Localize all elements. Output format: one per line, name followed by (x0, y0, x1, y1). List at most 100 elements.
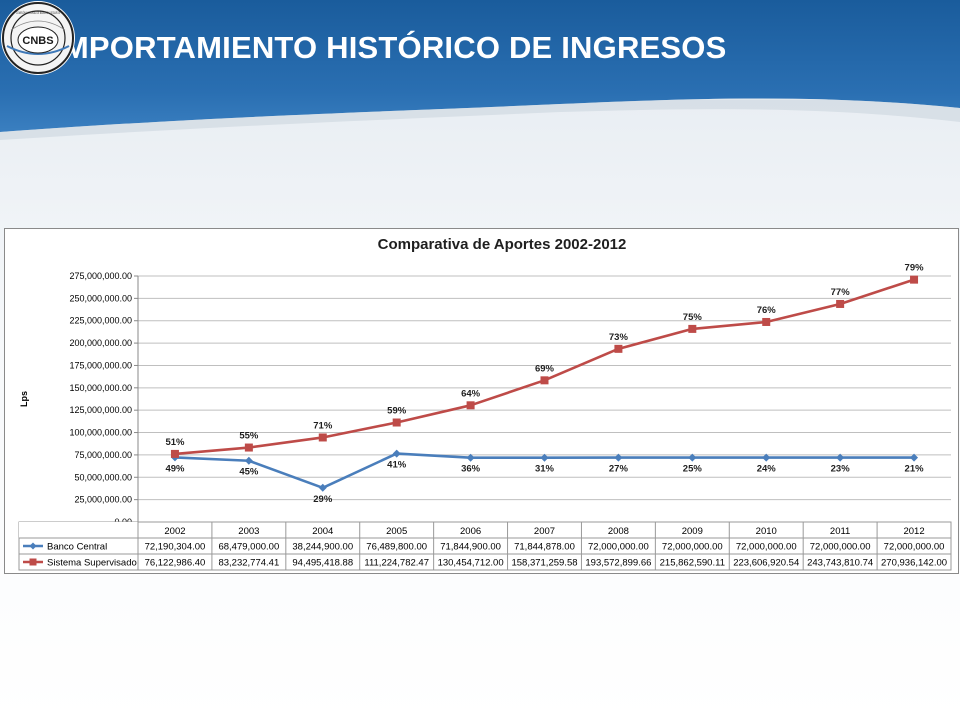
data-point (910, 275, 919, 284)
gridlines (134, 275, 951, 523)
line-chart: Comparativa de Aportes 2002-2012 Lps 0.0… (18, 236, 952, 571)
x-category-label: 2009 (682, 526, 703, 537)
cnbs-seal-icon: CNBS COMISIÓN NACIONAL DE BANCOS Y SEGUR… (1, 1, 75, 75)
x-category-label: 2010 (756, 526, 777, 537)
y-tick-label: 225,000,000.00 (69, 316, 132, 326)
table-cell-value: 38,244,900.00 (292, 542, 353, 553)
data-label: 41% (387, 460, 407, 471)
y-tick-label: 250,000,000.00 (69, 293, 132, 303)
x-category-label: 2003 (238, 526, 259, 537)
logo-text: CNBS (22, 35, 53, 47)
table-cell-value: 72,000,000.00 (588, 542, 649, 553)
table-corner (19, 522, 138, 538)
table-cell-value: 111,224,782.47 (364, 558, 429, 569)
data-label: 75% (683, 312, 703, 323)
y-tick-label: 75,000,000.00 (74, 450, 132, 460)
table-cell-value: 72,190,304.00 (145, 542, 206, 553)
table-cell-value: 130,454,712.00 (438, 558, 504, 569)
data-label: 64% (461, 388, 481, 399)
data-point (466, 401, 475, 410)
x-category-label: 2002 (164, 526, 185, 537)
series-lines (170, 275, 919, 492)
y-tick-label: 50,000,000.00 (74, 472, 132, 482)
table-cell-value: 215,862,590.11 (660, 558, 725, 569)
chart-title: Comparativa de Aportes 2002-2012 (378, 236, 627, 253)
data-point (688, 324, 697, 333)
y-tick-label: 150,000,000.00 (69, 383, 132, 393)
table-cell-value: 68,479,000.00 (218, 542, 279, 553)
data-label: 31% (535, 464, 555, 475)
legend-marker (29, 558, 37, 566)
data-label: 27% (609, 464, 629, 475)
data-labels: 49% 45% 29% 41% 36% 31% 27% 25% 24% 23% 21% 51% 55% 7… (165, 263, 924, 505)
data-point (762, 453, 771, 462)
data-label: 21% (905, 464, 925, 475)
header-banner: COMPORTAMIENTO HISTÓRICO DE INGRESOS CNB… (0, 0, 960, 140)
x-category-label: 2012 (903, 526, 924, 537)
data-label: 77% (831, 287, 851, 298)
x-category-label: 2011 (830, 526, 850, 537)
data-label: 45% (239, 467, 259, 478)
data-point (392, 449, 401, 458)
data-point (244, 456, 253, 465)
data-label: 25% (683, 464, 703, 475)
y-tick-label: 125,000,000.00 (69, 405, 132, 415)
data-label: 73% (609, 332, 629, 343)
data-point (762, 317, 771, 326)
legend-marker (29, 542, 37, 550)
table-cell-value: 193,572,899.66 (585, 558, 651, 569)
y-tick-labels: 0.0025,000,000.0050,000,000.0075,000,000… (69, 271, 132, 527)
data-point (614, 344, 623, 353)
header-wave (0, 0, 960, 140)
data-label: 71% (313, 420, 333, 431)
table-cell-value: 94,495,418.88 (292, 558, 353, 569)
data-label: 36% (461, 464, 481, 475)
x-category-label: 2008 (608, 526, 629, 537)
table-border (18, 521, 952, 571)
data-point (836, 299, 845, 308)
data-point (244, 443, 253, 452)
data-point (540, 376, 549, 385)
data-label: 51% (165, 437, 185, 448)
data-point (466, 453, 475, 462)
x-category-label: 2004 (312, 526, 333, 537)
data-label: 76% (757, 305, 777, 316)
data-label: 79% (905, 263, 925, 274)
table-cell-value: 243,743,810.74 (807, 558, 873, 569)
data-point (688, 453, 697, 462)
data-label: 55% (239, 431, 259, 442)
y-axis-label: Lps (19, 391, 29, 407)
data-point (910, 453, 919, 462)
data-label: 24% (757, 464, 777, 475)
data-point (836, 453, 845, 462)
table-cell-value: 83,232,774.41 (218, 558, 279, 569)
legend-series-name: Banco Central (47, 542, 107, 553)
data-point (392, 418, 401, 427)
y-tick-label: 25,000,000.00 (74, 495, 132, 505)
y-tick-label: 175,000,000.00 (69, 360, 132, 370)
table-cell-value: 72,000,000.00 (736, 542, 797, 553)
data-label: 23% (831, 464, 851, 475)
legend-series-name: Sistema Supervisado (47, 558, 137, 569)
table-cell-value: 71,844,900.00 (440, 542, 501, 553)
data-table: 2002 2003 2004 2005 2006 2007 2008 2009 2010 2011… (18, 521, 952, 571)
data-label: 69% (535, 363, 555, 374)
data-label: 29% (313, 494, 333, 505)
page-title: COMPORTAMIENTO HISTÓRICO DE INGRESOS (16, 30, 727, 65)
data-point (318, 483, 327, 492)
y-tick-label: 200,000,000.00 (69, 338, 132, 348)
data-point (318, 433, 327, 442)
data-point (614, 453, 623, 462)
table-cell-value: 76,122,986.40 (145, 558, 206, 569)
x-category-label: 2005 (386, 526, 407, 537)
x-category-label: 2007 (534, 526, 555, 537)
table-cell-value: 72,000,000.00 (884, 542, 945, 553)
x-category-label: 2006 (460, 526, 481, 537)
table-cell-value: 158,371,259.58 (511, 558, 577, 569)
table-cell-value: 270,936,142.00 (881, 558, 947, 569)
chart-container: Comparativa de Aportes 2002-2012 Lps 0.0… (4, 228, 959, 574)
y-tick-label: 275,000,000.00 (69, 271, 132, 281)
table-cell-value: 76,489,800.00 (366, 542, 427, 553)
table-cell-value: 72,000,000.00 (810, 542, 871, 553)
table-cell-value: 72,000,000.00 (662, 542, 723, 553)
